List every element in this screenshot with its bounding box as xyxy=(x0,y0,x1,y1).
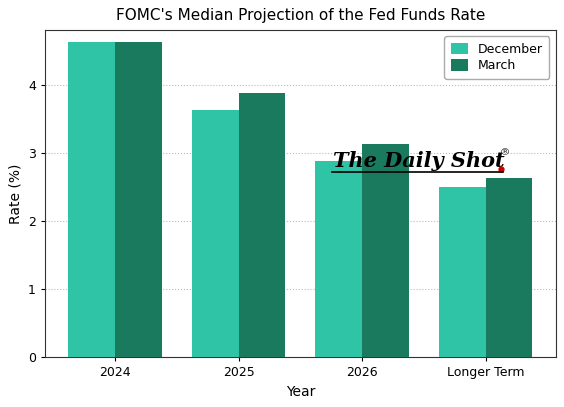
Bar xyxy=(362,144,409,357)
Legend: December, March: December, March xyxy=(444,36,549,79)
Y-axis label: Rate (%): Rate (%) xyxy=(8,163,23,224)
Bar xyxy=(239,93,285,357)
Text: The Daily Shot: The Daily Shot xyxy=(333,151,505,171)
Bar xyxy=(115,42,162,357)
Bar xyxy=(439,187,486,357)
Bar xyxy=(192,110,239,357)
Bar xyxy=(315,161,362,357)
Text: ®: ® xyxy=(500,148,510,157)
X-axis label: Year: Year xyxy=(285,385,315,399)
Title: FOMC's Median Projection of the Fed Funds Rate: FOMC's Median Projection of the Fed Fund… xyxy=(116,8,485,23)
Bar xyxy=(68,42,115,357)
Bar xyxy=(486,178,532,357)
